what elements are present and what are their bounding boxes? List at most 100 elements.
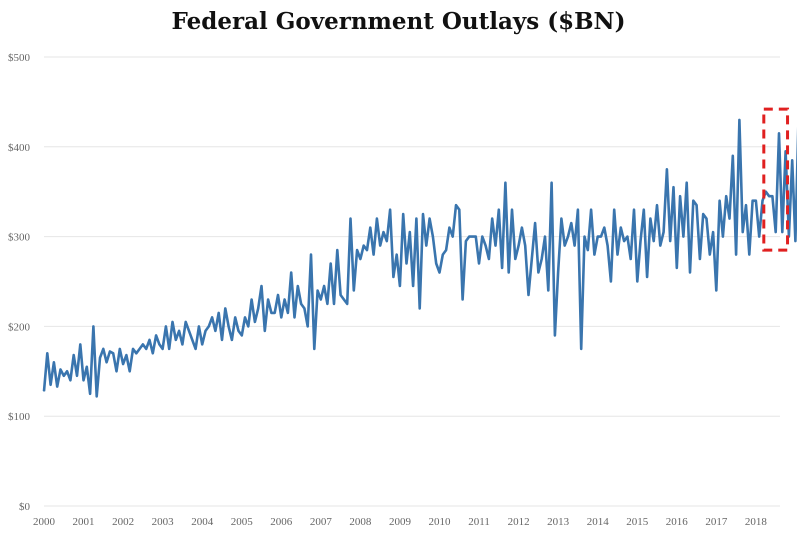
data-point (214, 330, 216, 332)
data-point (485, 245, 487, 247)
data-point (722, 236, 724, 238)
data-point (696, 204, 698, 206)
data-point (326, 303, 328, 305)
x-tick-label: 2012 (508, 516, 530, 528)
data-point (43, 390, 45, 392)
data-point (333, 303, 335, 305)
data-point (204, 330, 207, 332)
data-point (175, 339, 177, 341)
data-point (50, 384, 52, 386)
data-point (392, 276, 394, 278)
x-axis-ticks: 2000 2001 2002 2003 2004 2005 2006 2007 2008 2009… (33, 516, 767, 528)
data-point (425, 245, 427, 247)
data-point (129, 370, 131, 372)
data-point (709, 254, 711, 256)
data-point (728, 218, 731, 220)
y-tick-label: $500 (8, 52, 31, 64)
data-point (702, 213, 704, 215)
data-point (438, 271, 441, 274)
data-point (109, 350, 111, 353)
data-point (244, 316, 246, 318)
data-point (221, 339, 223, 341)
data-point (574, 245, 576, 247)
data-point (755, 200, 757, 202)
data-point (208, 325, 210, 327)
data-point (76, 375, 78, 377)
data-point (551, 182, 553, 184)
data-point (541, 258, 543, 260)
data-point (366, 249, 368, 251)
data-point (511, 209, 513, 211)
data-point (785, 150, 787, 152)
data-point (537, 271, 540, 274)
x-tick-label: 2018 (745, 516, 768, 528)
data-point (679, 195, 681, 197)
data-point (646, 276, 648, 278)
x-tick-label: 2000 (33, 516, 56, 528)
data-point (699, 258, 701, 260)
data-point (445, 249, 447, 251)
data-point (593, 254, 596, 256)
data-point (620, 227, 622, 229)
data-point (508, 271, 510, 274)
data-point (195, 348, 197, 350)
data-point (99, 357, 101, 359)
data-point (682, 236, 685, 238)
data-points (43, 119, 797, 397)
data-point (567, 236, 569, 238)
data-point (475, 236, 477, 238)
data-point (307, 325, 309, 327)
data-point (119, 348, 121, 350)
data-point (284, 298, 286, 301)
data-point (666, 168, 668, 170)
data-point (320, 298, 322, 301)
data-point (419, 307, 421, 309)
data-point (132, 348, 134, 350)
data-point (758, 236, 760, 238)
data-point (323, 285, 325, 287)
data-point (649, 218, 652, 220)
data-point (745, 204, 747, 206)
data-point (432, 236, 434, 238)
data-point (518, 245, 520, 247)
data-point (462, 298, 464, 301)
data-point (198, 325, 200, 327)
data-point (185, 321, 187, 323)
data-point (765, 191, 767, 193)
data-point (429, 218, 431, 220)
data-point (115, 370, 118, 372)
data-point (590, 209, 592, 211)
data-point (280, 316, 282, 318)
data-point (86, 366, 88, 368)
data-point (257, 307, 259, 309)
data-point (46, 352, 48, 354)
data-point (201, 343, 203, 345)
data-point (415, 218, 417, 220)
y-tick-label: $300 (8, 232, 31, 244)
data-point (409, 231, 411, 233)
x-tick-label: 2003 (152, 516, 175, 528)
data-point (112, 352, 114, 354)
data-point (742, 231, 744, 233)
x-tick-label: 2016 (666, 516, 689, 528)
data-point (752, 200, 754, 202)
y-tick-label: $200 (8, 321, 31, 333)
y-axis-ticks: $0 $100 $200 $300 $400 $500 (8, 52, 31, 513)
data-point (145, 348, 147, 350)
data-point (738, 119, 741, 121)
data-point (270, 312, 272, 314)
data-point (349, 218, 352, 220)
data-point (636, 280, 638, 283)
data-point (82, 379, 85, 381)
data-point (234, 316, 236, 318)
data-point (66, 370, 68, 372)
data-point (521, 227, 523, 229)
data-point (122, 363, 124, 365)
data-point (231, 339, 233, 341)
data-point (554, 334, 556, 336)
data-point (399, 285, 401, 287)
data-point (168, 348, 170, 350)
data-point (557, 271, 559, 274)
data-point (346, 303, 348, 305)
